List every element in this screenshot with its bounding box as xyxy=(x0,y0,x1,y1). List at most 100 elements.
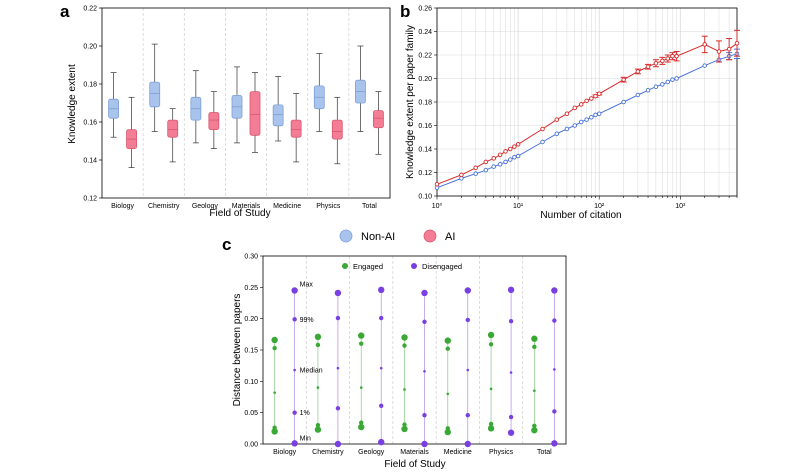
data-point xyxy=(578,119,584,125)
stat-dot-p99 xyxy=(422,319,427,324)
y-tick-label: 0.15 xyxy=(244,348,258,355)
box xyxy=(167,119,179,138)
stat-dot-min xyxy=(314,426,322,433)
y-tick-label: 0.12 xyxy=(83,196,97,203)
data-point xyxy=(503,149,508,154)
stat-dot-max xyxy=(487,331,495,339)
x-tick-label: Medicine xyxy=(273,203,301,210)
y-tick-label: 0.22 xyxy=(418,53,432,60)
legend-nonai-label: Non-AI xyxy=(361,231,395,243)
stat-dot-max xyxy=(358,332,365,339)
y-tick-label: 0.18 xyxy=(83,82,97,89)
stat-dot-p1 xyxy=(552,409,557,414)
y-tick-label: 0.14 xyxy=(418,147,432,154)
plot-frame xyxy=(101,7,391,199)
stat-dot-max xyxy=(314,333,322,341)
panel-a-letter: a xyxy=(60,2,70,21)
x-tick-label: 10⁰ xyxy=(432,202,443,210)
stat-dot-min xyxy=(334,440,342,448)
stat-dot-max xyxy=(334,289,342,297)
data-point xyxy=(674,53,679,59)
stat-dot-max xyxy=(551,287,558,294)
stat-dot-median xyxy=(446,392,450,396)
stat-dot-median xyxy=(489,387,493,391)
stat-dot-p1 xyxy=(532,423,537,429)
stat-dot-median xyxy=(379,366,383,370)
annotation-label: 99% xyxy=(300,317,314,324)
box xyxy=(373,110,384,129)
data-point xyxy=(653,60,659,66)
x-tick-label: Chemistry xyxy=(148,203,180,210)
x-tick-label: 10³ xyxy=(675,203,686,210)
legend-disengaged-marker xyxy=(411,263,417,269)
x-tick-label: Physics xyxy=(489,449,514,456)
box xyxy=(249,91,261,136)
data-point xyxy=(564,111,570,116)
annotation-label: Min xyxy=(300,435,311,442)
data-point xyxy=(660,82,665,87)
y-tick-label: 0.20 xyxy=(418,76,432,83)
data-point xyxy=(674,76,679,81)
stat-dot-median xyxy=(359,386,363,389)
x-tick-label: 10² xyxy=(594,203,605,210)
data-point xyxy=(572,123,578,128)
data-point xyxy=(554,131,560,136)
data-point xyxy=(434,181,440,187)
data-point xyxy=(473,171,478,176)
data-point xyxy=(665,79,670,85)
y-tick-label: 0.16 xyxy=(83,120,97,127)
data-point xyxy=(635,92,641,98)
stat-dot-p99 xyxy=(488,342,494,347)
stat-dot-p99 xyxy=(402,343,407,348)
data-point xyxy=(540,126,545,132)
x-tick-label: Geology xyxy=(358,449,385,456)
data-point xyxy=(554,117,560,122)
data-point xyxy=(726,46,732,52)
data-point xyxy=(459,172,464,178)
line-chart: 0.10 0.12 0.14 0.16 0.18 0.20 0.22 0.24 0.26 10⁰ 1… xyxy=(418,6,740,210)
stat-dot-median xyxy=(466,368,470,372)
x-tick-label: Biology xyxy=(273,449,296,456)
plot-frame xyxy=(436,7,738,197)
data-point xyxy=(665,56,670,61)
stat-dot-max xyxy=(444,337,451,344)
y-tick-label: 0.26 xyxy=(418,6,432,13)
data-point xyxy=(702,42,707,47)
series-line-ai xyxy=(436,42,738,185)
x-tick-label: Total xyxy=(537,449,552,456)
stat-dot-p1 xyxy=(422,412,427,418)
x-tick-label: Biology xyxy=(111,203,134,210)
stat-dot-p99 xyxy=(552,318,557,323)
stat-dot-max xyxy=(401,334,408,341)
stat-dot-median xyxy=(423,370,426,373)
annotation-label: Max xyxy=(300,281,314,288)
data-point xyxy=(459,176,464,181)
box xyxy=(149,81,161,108)
stat-dot-p99 xyxy=(272,345,277,351)
legend-nonai-marker xyxy=(339,229,353,243)
data-point xyxy=(507,146,513,152)
stat-dot-max xyxy=(421,289,428,297)
y-tick-label: 0.20 xyxy=(83,44,97,51)
chart-c-xlabel: Field of Study xyxy=(384,459,445,470)
stat-dot-p99 xyxy=(379,315,384,321)
box-chart: 0.12 0.14 0.16 0.18 0.20 0.22 Biology Chemistry… xyxy=(83,6,391,210)
stat-dot-min xyxy=(271,428,278,435)
data-point xyxy=(512,144,517,149)
x-tick-label: 10¹ xyxy=(513,203,524,210)
chart-a-ylabel: Knowledge extent xyxy=(67,64,78,144)
stat-dot-p1 xyxy=(488,421,494,427)
stat-dot-median xyxy=(336,366,340,370)
box xyxy=(331,119,343,140)
panel-c-letter: c xyxy=(222,235,231,254)
stat-dot-min xyxy=(401,425,408,433)
y-tick-label: 0.10 xyxy=(244,379,258,386)
data-point xyxy=(716,49,722,54)
stat-dot-p1 xyxy=(272,425,277,430)
stat-dot-min xyxy=(487,425,495,432)
data-point xyxy=(645,87,651,93)
data-point xyxy=(621,77,626,82)
legend-engaged-marker xyxy=(342,263,348,269)
data-point xyxy=(702,63,707,68)
stat-dot-max xyxy=(271,336,278,344)
